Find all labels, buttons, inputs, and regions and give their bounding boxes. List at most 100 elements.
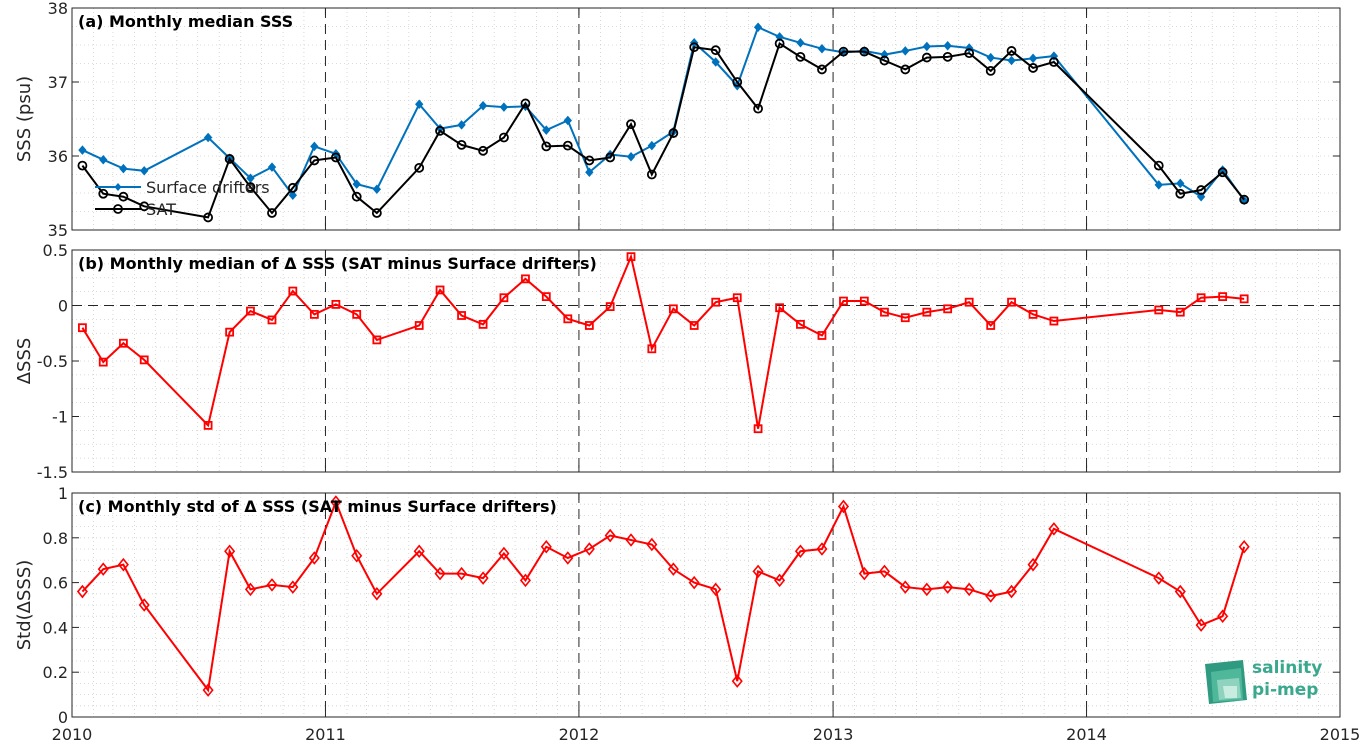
data-point: [880, 307, 889, 317]
data-point: [456, 139, 467, 150]
data-point: [858, 566, 870, 581]
data-point: [98, 357, 108, 367]
data-point: [817, 331, 827, 340]
y-axis-label: SSS (psu): [14, 76, 35, 162]
data-point: [667, 562, 679, 576]
legend-label: Surface drifters: [146, 178, 270, 197]
data-point: [330, 495, 342, 509]
panel-3: 0 0.2 0.4 0.6 0.8 1 2010 2011 2012 2013 2014 2015 St…: [14, 484, 1360, 744]
data-point: [839, 296, 848, 306]
data-point: [583, 542, 595, 556]
data-point: [922, 307, 932, 317]
axes-box: [71, 249, 1341, 473]
data-point: [986, 52, 995, 63]
data-point: [562, 140, 573, 151]
data-point: [1154, 180, 1163, 190]
data-point: [1048, 522, 1060, 536]
data-point: [986, 321, 996, 330]
y-tick-label: 38: [48, 0, 68, 18]
data-point: [478, 100, 488, 111]
data-point: [753, 103, 763, 114]
legend-marker: [114, 183, 122, 191]
data-point: [796, 38, 805, 48]
data-point: [646, 537, 658, 552]
data-point: [899, 580, 911, 594]
y-tick-label: 0.4: [43, 618, 68, 637]
data-point: [817, 64, 827, 75]
data-point: [626, 252, 636, 262]
data-point: [817, 43, 827, 54]
data-point: [963, 582, 975, 597]
y-tick-label: -0.5: [37, 352, 68, 371]
y-tick-label: 0: [58, 297, 68, 316]
data-point: [520, 98, 531, 109]
data-point: [202, 683, 214, 697]
y-axis-label: ΔSSS: [14, 338, 35, 385]
data-point: [837, 499, 850, 514]
data-point: [774, 573, 786, 588]
series-surface-drifters: [78, 22, 1249, 206]
data-point: [457, 120, 466, 130]
data-point: [1007, 55, 1016, 66]
panel-title: (b) Monthly median of Δ SSS (SAT minus S…: [78, 254, 597, 273]
data-point: [117, 557, 129, 572]
data-point: [732, 293, 742, 303]
data-point: [99, 154, 108, 165]
data-point: [138, 598, 150, 612]
data-point: [605, 302, 615, 312]
y-tick-label: 0.2: [43, 663, 68, 682]
data-point: [985, 589, 997, 603]
y-axis-label: Std(ΔSSS): [14, 560, 35, 651]
legend-label: SAT: [146, 200, 176, 219]
data-point: [309, 309, 319, 319]
y-tick-label: 0.5: [43, 241, 68, 260]
data-point: [921, 52, 932, 63]
data-point: [456, 566, 468, 581]
series-line: [81, 253, 1245, 429]
panel-1: 35 36 37 38 SSS (psu) (a) Monthly median SSS S…: [14, 0, 1341, 240]
data-point: [1195, 618, 1207, 632]
y-tick-label: 35: [48, 221, 68, 240]
data-point: [1238, 539, 1250, 554]
legend-marker: [113, 204, 123, 214]
data-point: [1196, 191, 1206, 202]
panel-title: (a) Monthly median SSS: [78, 12, 293, 31]
data-point: [245, 182, 256, 192]
data-point: [541, 141, 552, 152]
logo: salinity pi-mep: [1203, 656, 1333, 706]
data-point: [77, 160, 88, 171]
data-point: [584, 321, 594, 330]
data-point: [457, 311, 466, 320]
data-point: [688, 575, 700, 590]
data-point: [224, 154, 235, 164]
data-point: [1049, 57, 1059, 67]
data-point: [1176, 178, 1185, 189]
x-tick-label: 2015: [1320, 725, 1361, 744]
data-point: [477, 571, 489, 585]
data-point: [119, 163, 128, 174]
data-point: [879, 55, 890, 66]
data-point: [542, 125, 551, 135]
data-point: [78, 145, 87, 155]
data-point: [562, 551, 574, 565]
data-point: [775, 303, 785, 313]
data-point: [372, 335, 382, 345]
data-point: [414, 321, 424, 330]
data-point: [246, 306, 255, 316]
data-point: [964, 297, 974, 307]
x-tick-label: 2010: [52, 725, 93, 744]
series-line: [81, 499, 1246, 693]
data-point: [942, 51, 953, 62]
data-point: [605, 152, 616, 163]
data-point: [1239, 194, 1250, 205]
data-point: [668, 128, 679, 138]
data-point: [710, 582, 722, 597]
data-point: [732, 77, 743, 87]
data-point: [434, 566, 446, 581]
series-delta: [78, 252, 1249, 434]
logo-line2: pi-mep: [1252, 680, 1319, 700]
data-point: [1217, 167, 1228, 178]
data-point: [224, 544, 236, 559]
data-point: [1027, 557, 1039, 572]
data-point: [838, 46, 849, 57]
